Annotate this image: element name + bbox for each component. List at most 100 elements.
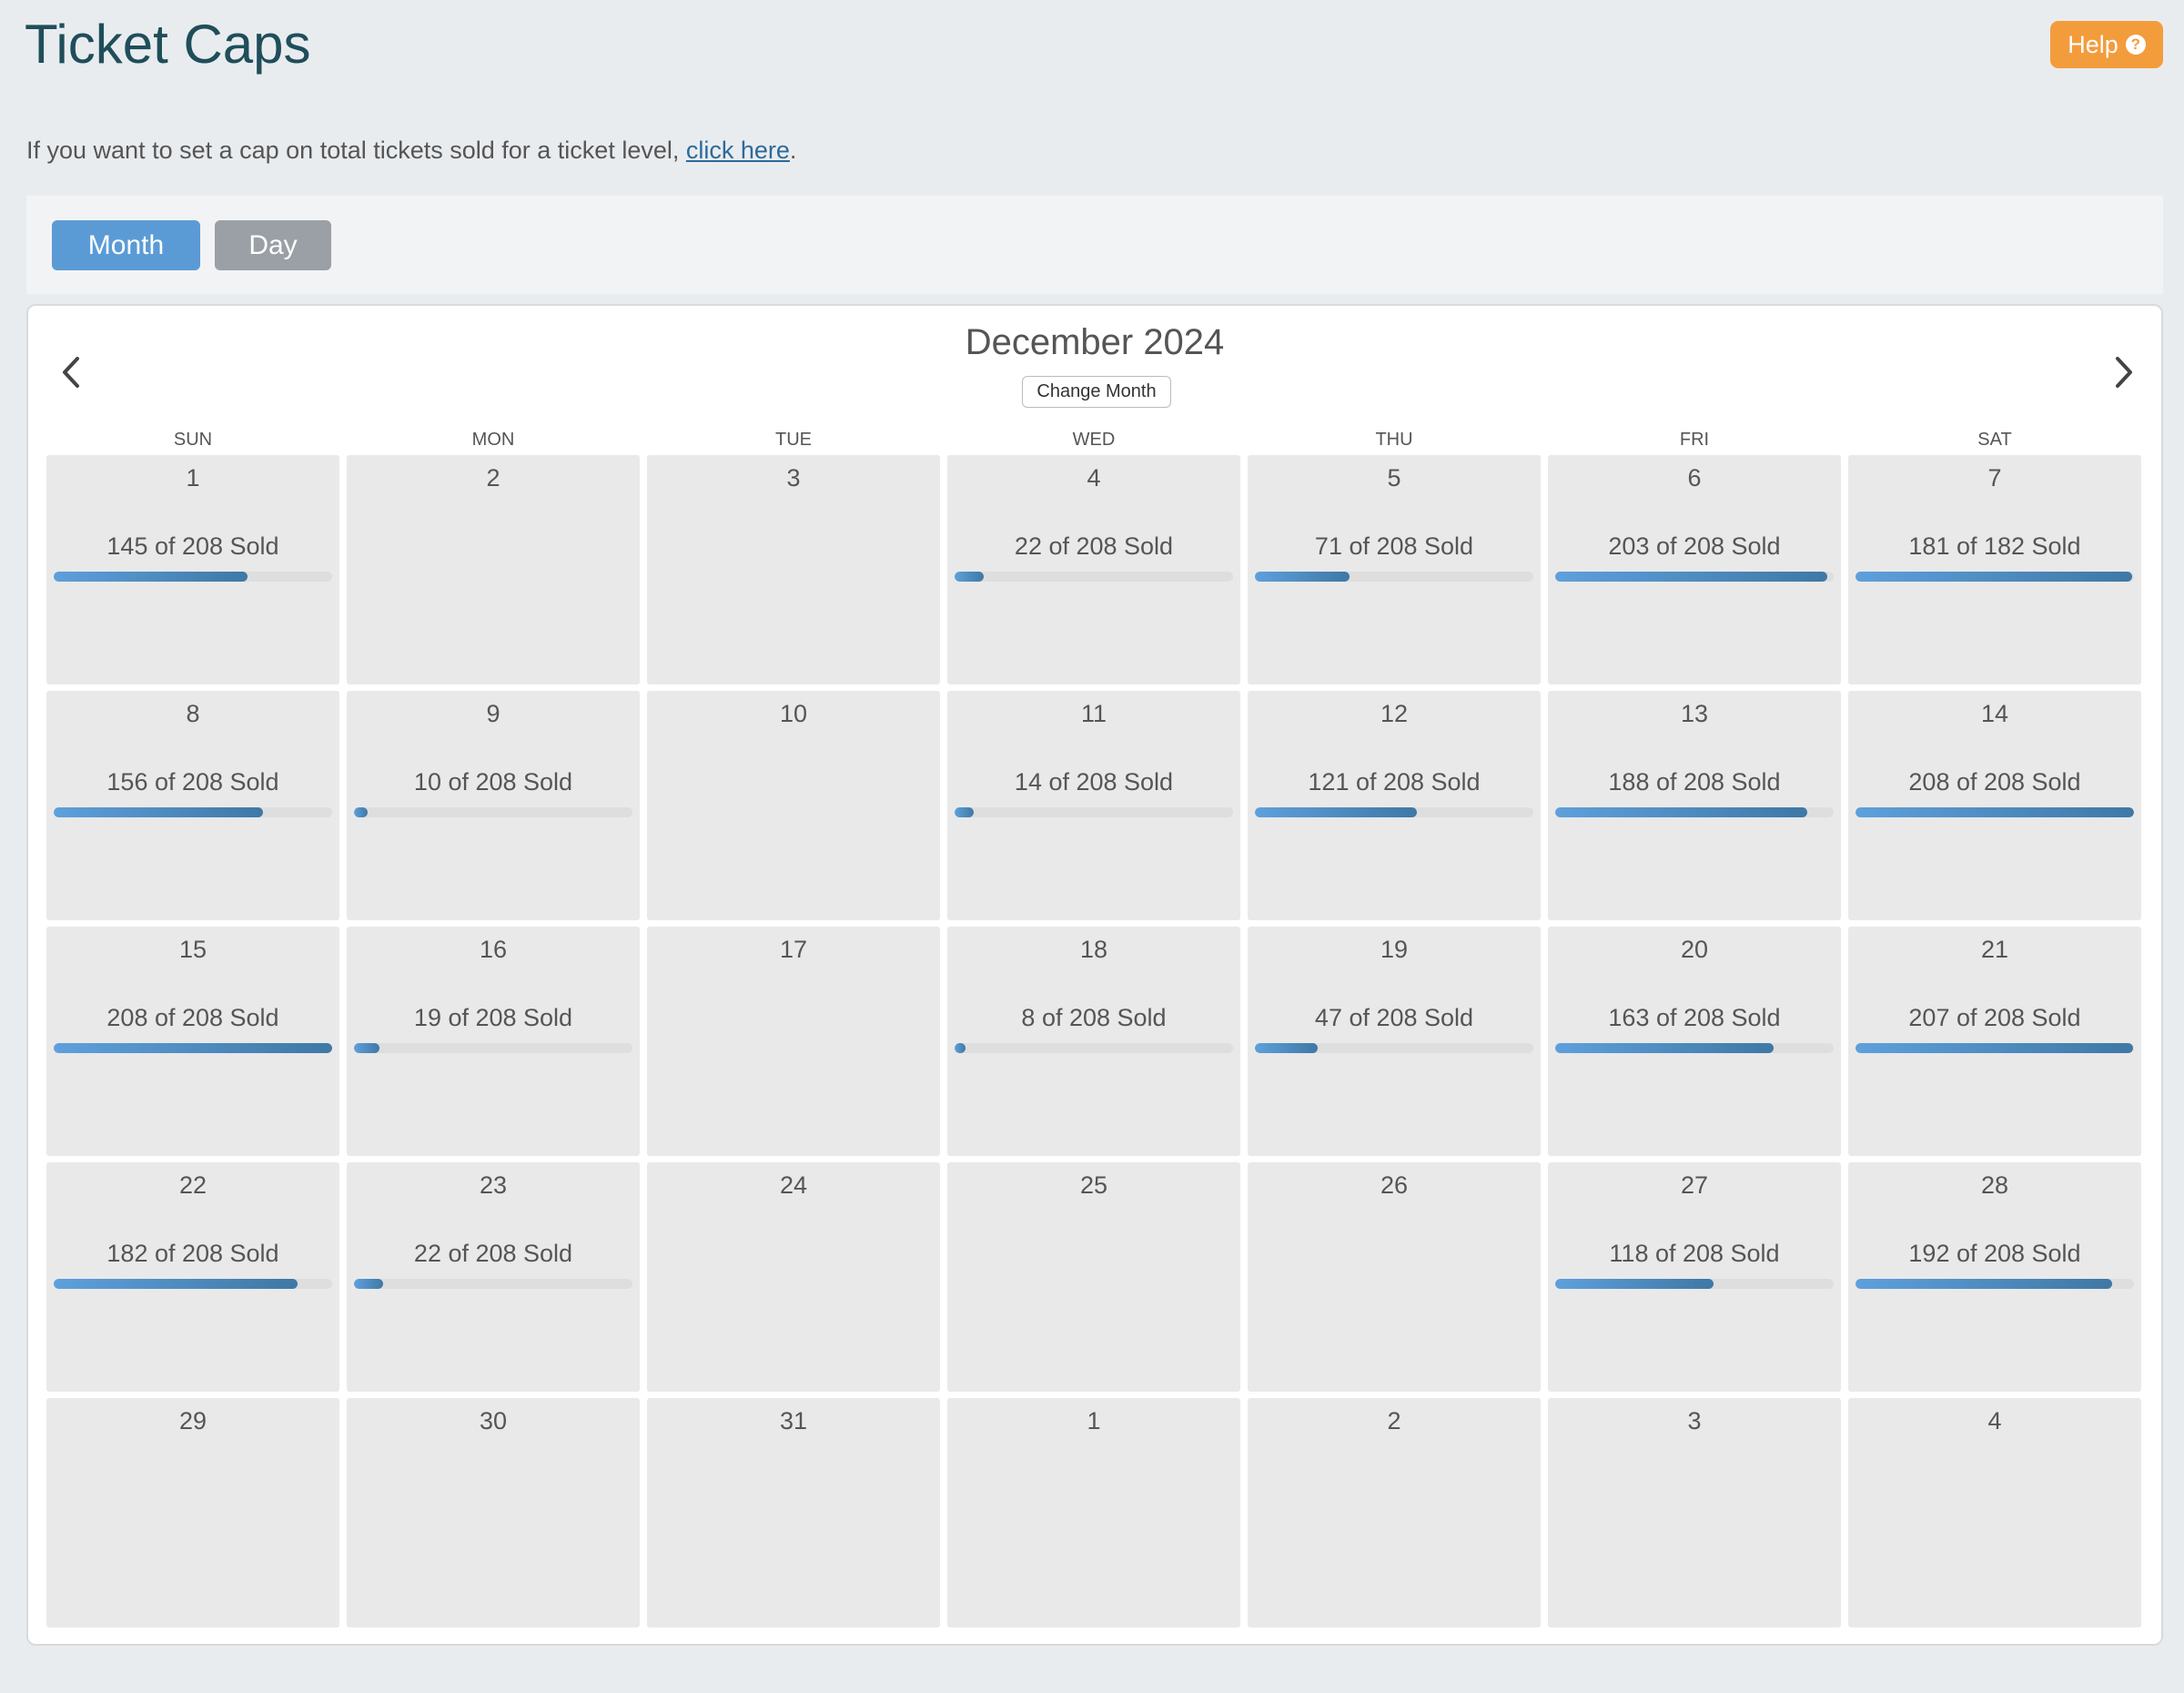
day-cell[interactable]: 12 121 of 208 Sold bbox=[1248, 691, 1541, 920]
day-cell[interactable]: 19 47 of 208 Sold bbox=[1248, 927, 1541, 1156]
day-cell[interactable]: 13 188 of 208 Sold bbox=[1548, 691, 1841, 920]
weekday-label: SAT bbox=[1977, 430, 2012, 450]
day-cell[interactable]: 6 203 of 208 Sold bbox=[1548, 455, 1841, 684]
day-cell[interactable]: 3 bbox=[647, 455, 940, 684]
day-cell[interactable]: 7 181 of 182 Sold bbox=[1848, 455, 2141, 684]
day-cell[interactable]: 29 bbox=[46, 1398, 339, 1627]
day-cell[interactable]: 11 14 of 208 Sold bbox=[947, 691, 1240, 920]
day-number: 16 bbox=[479, 936, 508, 963]
day-cell[interactable]: 2 bbox=[1248, 1398, 1541, 1627]
sold-count: 163 of 208 Sold bbox=[1608, 1004, 1781, 1031]
sold-count: 14 of 208 Sold bbox=[1014, 768, 1174, 796]
day-cell[interactable]: 27 118 of 208 Sold bbox=[1548, 1162, 1841, 1392]
day-number: 1 bbox=[1087, 1407, 1101, 1434]
day-cell[interactable]: 17 bbox=[647, 927, 940, 1156]
sold-progress-fill bbox=[1555, 807, 1807, 817]
day-cell[interactable]: 22 182 of 208 Sold bbox=[46, 1162, 339, 1392]
day-cell[interactable]: 1 bbox=[947, 1398, 1240, 1627]
day-cell[interactable]: 21 207 of 208 Sold bbox=[1848, 927, 2141, 1156]
sold-progress-fill bbox=[54, 572, 248, 582]
day-cell[interactable]: 26 bbox=[1248, 1162, 1541, 1392]
day-number: 21 bbox=[1980, 936, 2009, 963]
sold-progress-fill bbox=[1555, 1043, 1774, 1053]
day-cell[interactable]: 8 156 of 208 Sold bbox=[46, 691, 339, 920]
sold-progress-fill bbox=[1555, 1279, 1714, 1289]
day-number: 11 bbox=[1080, 700, 1107, 727]
day-number: 9 bbox=[486, 700, 500, 727]
day-cell[interactable]: 15 208 of 208 Sold bbox=[46, 927, 339, 1156]
day-cell[interactable]: 31 bbox=[647, 1398, 940, 1627]
weekday-label: WED bbox=[1072, 430, 1116, 450]
day-cell[interactable]: 30 bbox=[347, 1398, 640, 1627]
sold-progress-fill bbox=[54, 807, 263, 817]
sold-progress-bar bbox=[354, 1043, 632, 1053]
day-cell[interactable]: 18 8 of 208 Sold bbox=[947, 927, 1240, 1156]
day-number: 25 bbox=[1079, 1171, 1108, 1199]
day-number: 6 bbox=[1687, 464, 1702, 492]
sold-count: 181 of 182 Sold bbox=[1908, 532, 2081, 560]
day-cell[interactable]: 14 208 of 208 Sold bbox=[1848, 691, 2141, 920]
day-number: 12 bbox=[1380, 700, 1409, 727]
cap-total-link[interactable]: click here bbox=[685, 137, 790, 164]
weekday-label: SUN bbox=[173, 430, 213, 450]
sold-progress-bar bbox=[1855, 1279, 2134, 1289]
day-cell[interactable]: 16 19 of 208 Sold bbox=[347, 927, 640, 1156]
sold-progress-fill bbox=[354, 1043, 379, 1053]
help-button[interactable]: Help ? bbox=[2050, 21, 2163, 68]
sold-count: 208 of 208 Sold bbox=[106, 1004, 279, 1031]
month-view-button[interactable]: Month bbox=[52, 220, 200, 270]
sold-progress-bar bbox=[54, 807, 332, 817]
day-number: 1 bbox=[186, 464, 200, 492]
day-number: 30 bbox=[479, 1407, 508, 1434]
day-cell[interactable]: 4 bbox=[1848, 1398, 2141, 1627]
day-cell[interactable]: 5 71 of 208 Sold bbox=[1248, 455, 1541, 684]
day-number: 4 bbox=[1987, 1407, 2002, 1434]
day-number: 8 bbox=[186, 700, 200, 727]
sold-progress-bar bbox=[1855, 1043, 2134, 1053]
day-number: 3 bbox=[786, 464, 801, 492]
day-number: 7 bbox=[1987, 464, 2002, 492]
sold-progress-fill bbox=[1555, 572, 1827, 582]
day-view-button[interactable]: Day bbox=[215, 220, 331, 270]
sold-progress-bar bbox=[955, 807, 1233, 817]
weekday-header: SUN MON TUE WED THU FRI SAT bbox=[46, 430, 2145, 457]
day-cell[interactable]: 9 10 of 208 Sold bbox=[347, 691, 640, 920]
day-number: 5 bbox=[1387, 464, 1401, 492]
sold-progress-bar bbox=[1255, 1043, 1533, 1053]
day-cell[interactable]: 10 bbox=[647, 691, 940, 920]
change-month-button[interactable]: Change Month bbox=[1022, 376, 1171, 408]
sold-count: 22 of 208 Sold bbox=[413, 1240, 573, 1267]
sold-progress-fill bbox=[1855, 807, 2134, 817]
sold-progress-bar bbox=[955, 1043, 1233, 1053]
day-cell[interactable]: 24 bbox=[647, 1162, 940, 1392]
weekday-label: TUE bbox=[775, 430, 812, 450]
day-number: 27 bbox=[1680, 1171, 1709, 1199]
day-number: 4 bbox=[1087, 464, 1101, 492]
day-number: 14 bbox=[1980, 700, 2009, 727]
day-cell[interactable]: 2 bbox=[347, 455, 640, 684]
sold-progress-bar bbox=[1555, 572, 1834, 582]
day-cell[interactable]: 28 192 of 208 Sold bbox=[1848, 1162, 2141, 1392]
sold-progress-fill bbox=[1855, 1279, 2113, 1289]
day-cell[interactable]: 3 bbox=[1548, 1398, 1841, 1627]
sold-progress-bar bbox=[1855, 807, 2134, 817]
day-number: 28 bbox=[1980, 1171, 2009, 1199]
day-cell[interactable]: 25 bbox=[947, 1162, 1240, 1392]
day-cell[interactable]: 1 145 of 208 Sold bbox=[46, 455, 339, 684]
sold-progress-bar bbox=[1855, 572, 2134, 582]
sold-progress-fill bbox=[955, 807, 974, 817]
day-number: 24 bbox=[779, 1171, 808, 1199]
day-number: 26 bbox=[1380, 1171, 1409, 1199]
sold-progress-fill bbox=[354, 1279, 384, 1289]
day-cell[interactable]: 23 22 of 208 Sold bbox=[347, 1162, 640, 1392]
sold-progress-fill bbox=[1255, 1043, 1319, 1053]
sold-progress-bar bbox=[54, 1279, 332, 1289]
day-cell[interactable]: 4 22 of 208 Sold bbox=[947, 455, 1240, 684]
chevron-left-icon[interactable] bbox=[54, 350, 90, 395]
chevron-right-icon[interactable] bbox=[2105, 350, 2141, 395]
sold-progress-fill bbox=[54, 1043, 332, 1053]
sold-count: 208 of 208 Sold bbox=[1908, 768, 2081, 796]
sold-count: 19 of 208 Sold bbox=[413, 1004, 573, 1031]
day-cell[interactable]: 20 163 of 208 Sold bbox=[1548, 927, 1841, 1156]
intro-suffix: . bbox=[789, 137, 797, 164]
